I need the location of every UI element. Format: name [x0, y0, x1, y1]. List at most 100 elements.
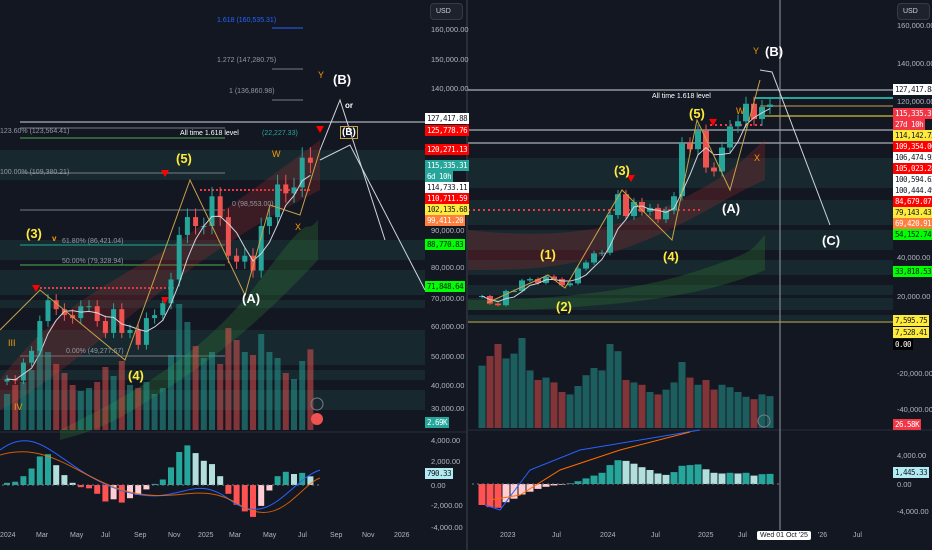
price-label: 105,023.28 — [893, 163, 932, 174]
wave-x: X — [754, 153, 761, 163]
support-zone — [0, 300, 425, 308]
macd-histogram-bar — [233, 485, 240, 505]
volume-bar — [542, 377, 550, 428]
candle — [299, 157, 305, 188]
price-label: 88,770.83 — [425, 239, 466, 250]
macd-tick-label: 4,000.00 — [431, 436, 461, 445]
moving-average-line — [6, 174, 311, 381]
macd-histogram-bar — [686, 465, 694, 484]
macd-histogram-bar — [266, 485, 273, 491]
red-ma-band — [0, 140, 320, 410]
price-tick-label: 160,000.00 — [431, 25, 469, 34]
price-label: 114,733.11 — [425, 182, 470, 193]
macd-histogram-bar — [574, 481, 582, 484]
candle — [111, 309, 117, 333]
macd-histogram-bar — [200, 460, 207, 485]
macd-histogram-bar — [702, 469, 710, 484]
macd-histogram-bar — [307, 476, 314, 485]
candle — [234, 255, 240, 262]
time-axis-label: 2025 — [198, 532, 214, 539]
wave-w: W — [272, 149, 281, 159]
time-axis-label: Jul — [552, 532, 561, 539]
signal-line — [489, 431, 691, 501]
macd-histogram-bar — [118, 485, 125, 503]
price-label: 114,142.73 — [893, 130, 932, 141]
signal-line — [0, 451, 321, 513]
candle — [639, 201, 645, 212]
volume-bar — [478, 365, 486, 428]
volume-bar — [209, 352, 215, 430]
macd-histogram-bar — [742, 472, 750, 484]
candle — [127, 329, 133, 333]
candle — [225, 217, 231, 256]
projection-path — [759, 69, 831, 226]
volume-bar — [606, 344, 614, 428]
volume-bar — [135, 388, 142, 430]
volume-bar — [598, 370, 606, 428]
macd-histogram-bar — [184, 445, 191, 485]
volume-bar — [192, 346, 199, 430]
candle — [655, 207, 661, 220]
fib-0-upper: 0 (98,553.00) — [232, 201, 274, 208]
candle — [663, 210, 669, 220]
candle — [751, 103, 757, 120]
time-axis-label: Nov — [362, 532, 375, 539]
macd-histogram-bar — [670, 472, 678, 484]
wave-a: (A) — [242, 291, 261, 306]
price-label: 6d 10h — [425, 171, 454, 182]
price-tick-label: 40,000.00 — [431, 381, 465, 390]
price-label: 7,595.75 — [893, 315, 930, 326]
price-tick-label: -20,000.00 — [897, 369, 932, 378]
volume-bar — [127, 385, 133, 430]
volume-bar — [168, 355, 174, 430]
macd-histogram-bar — [750, 475, 758, 484]
time-axis-label: Nov — [168, 532, 181, 539]
price-tick-label: 40,000.00 — [897, 253, 931, 262]
volume-bar — [590, 368, 598, 428]
macd-tick-label: 0.00 — [897, 480, 912, 489]
volume-bar — [726, 387, 734, 428]
or-label: or — [345, 101, 353, 110]
right-currency-button[interactable]: USD — [897, 3, 930, 20]
wave-iv: IV — [14, 402, 23, 412]
time-axis-label: Mar — [229, 532, 242, 539]
candle — [258, 226, 264, 271]
price-label: 0.00 — [893, 339, 914, 350]
candle — [160, 303, 166, 316]
volume-bar — [758, 394, 766, 428]
volume-bar — [4, 394, 10, 430]
candle — [176, 234, 182, 280]
time-axis-label: Jul — [853, 532, 862, 539]
wave-b-box: (B) — [340, 126, 358, 139]
sell-signal-icon — [161, 170, 169, 177]
candle — [583, 262, 589, 269]
red-ma-band — [468, 140, 765, 270]
candle — [209, 196, 215, 227]
sell-signal-icon — [32, 285, 40, 292]
left-currency-button[interactable]: USD — [430, 3, 463, 20]
volume-bar — [510, 353, 518, 428]
price-label: 1,445.33 — [893, 467, 930, 478]
macd-histogram-bar — [550, 484, 558, 486]
macd-tick-label: 2,000.00 — [431, 457, 461, 466]
support-zone — [0, 330, 425, 345]
sell-signal-icon — [161, 297, 169, 304]
volume-bar — [241, 352, 248, 430]
price-label: 33,818.53 — [893, 266, 932, 277]
candle — [45, 300, 51, 322]
price-label: 115,335.31 — [425, 160, 470, 171]
time-axis-label: 2026 — [394, 532, 410, 539]
macd-histogram-bar — [518, 484, 526, 495]
elliott-wave-path — [486, 79, 761, 304]
fib-618: 61.80% (86,421.04) — [62, 238, 124, 245]
time-axis-label: Jul — [298, 532, 307, 539]
wave-b: (B) — [333, 72, 352, 87]
volume-bar — [678, 362, 686, 428]
candle — [61, 309, 67, 316]
volume-bar — [258, 334, 265, 430]
macd-histogram-bar — [241, 485, 248, 512]
price-label: 109,354.00 — [893, 141, 932, 152]
candle — [291, 187, 297, 194]
time-axis-label: Jul — [651, 532, 660, 539]
